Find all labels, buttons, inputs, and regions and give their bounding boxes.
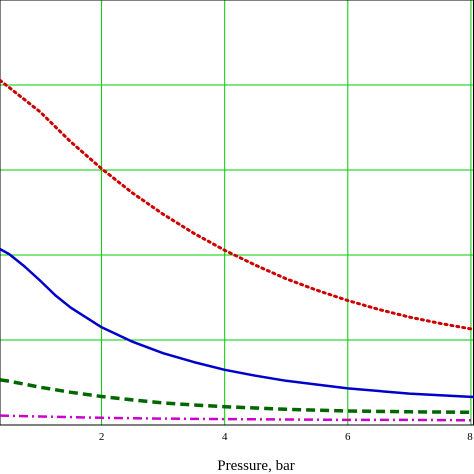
x-tick-label-0: 2 <box>99 431 105 443</box>
x-tick-labels: 2 4 6 8 <box>99 431 473 443</box>
series-line-2-solid <box>0 248 474 399</box>
plot-frame <box>0 0 474 426</box>
x-axis-title: Pressure, bar <box>217 458 294 474</box>
series-line-3-dashed <box>0 378 474 415</box>
x-tick-label-2: 6 <box>345 431 351 443</box>
series-line-4-dash-dot <box>0 414 474 422</box>
x-tick-label-1: 4 <box>222 431 228 443</box>
series-group <box>0 78 474 422</box>
grid-lines <box>0 0 474 425</box>
series-line-1-dotted <box>0 78 474 331</box>
x-tick-label-3: 8 <box>467 431 473 443</box>
